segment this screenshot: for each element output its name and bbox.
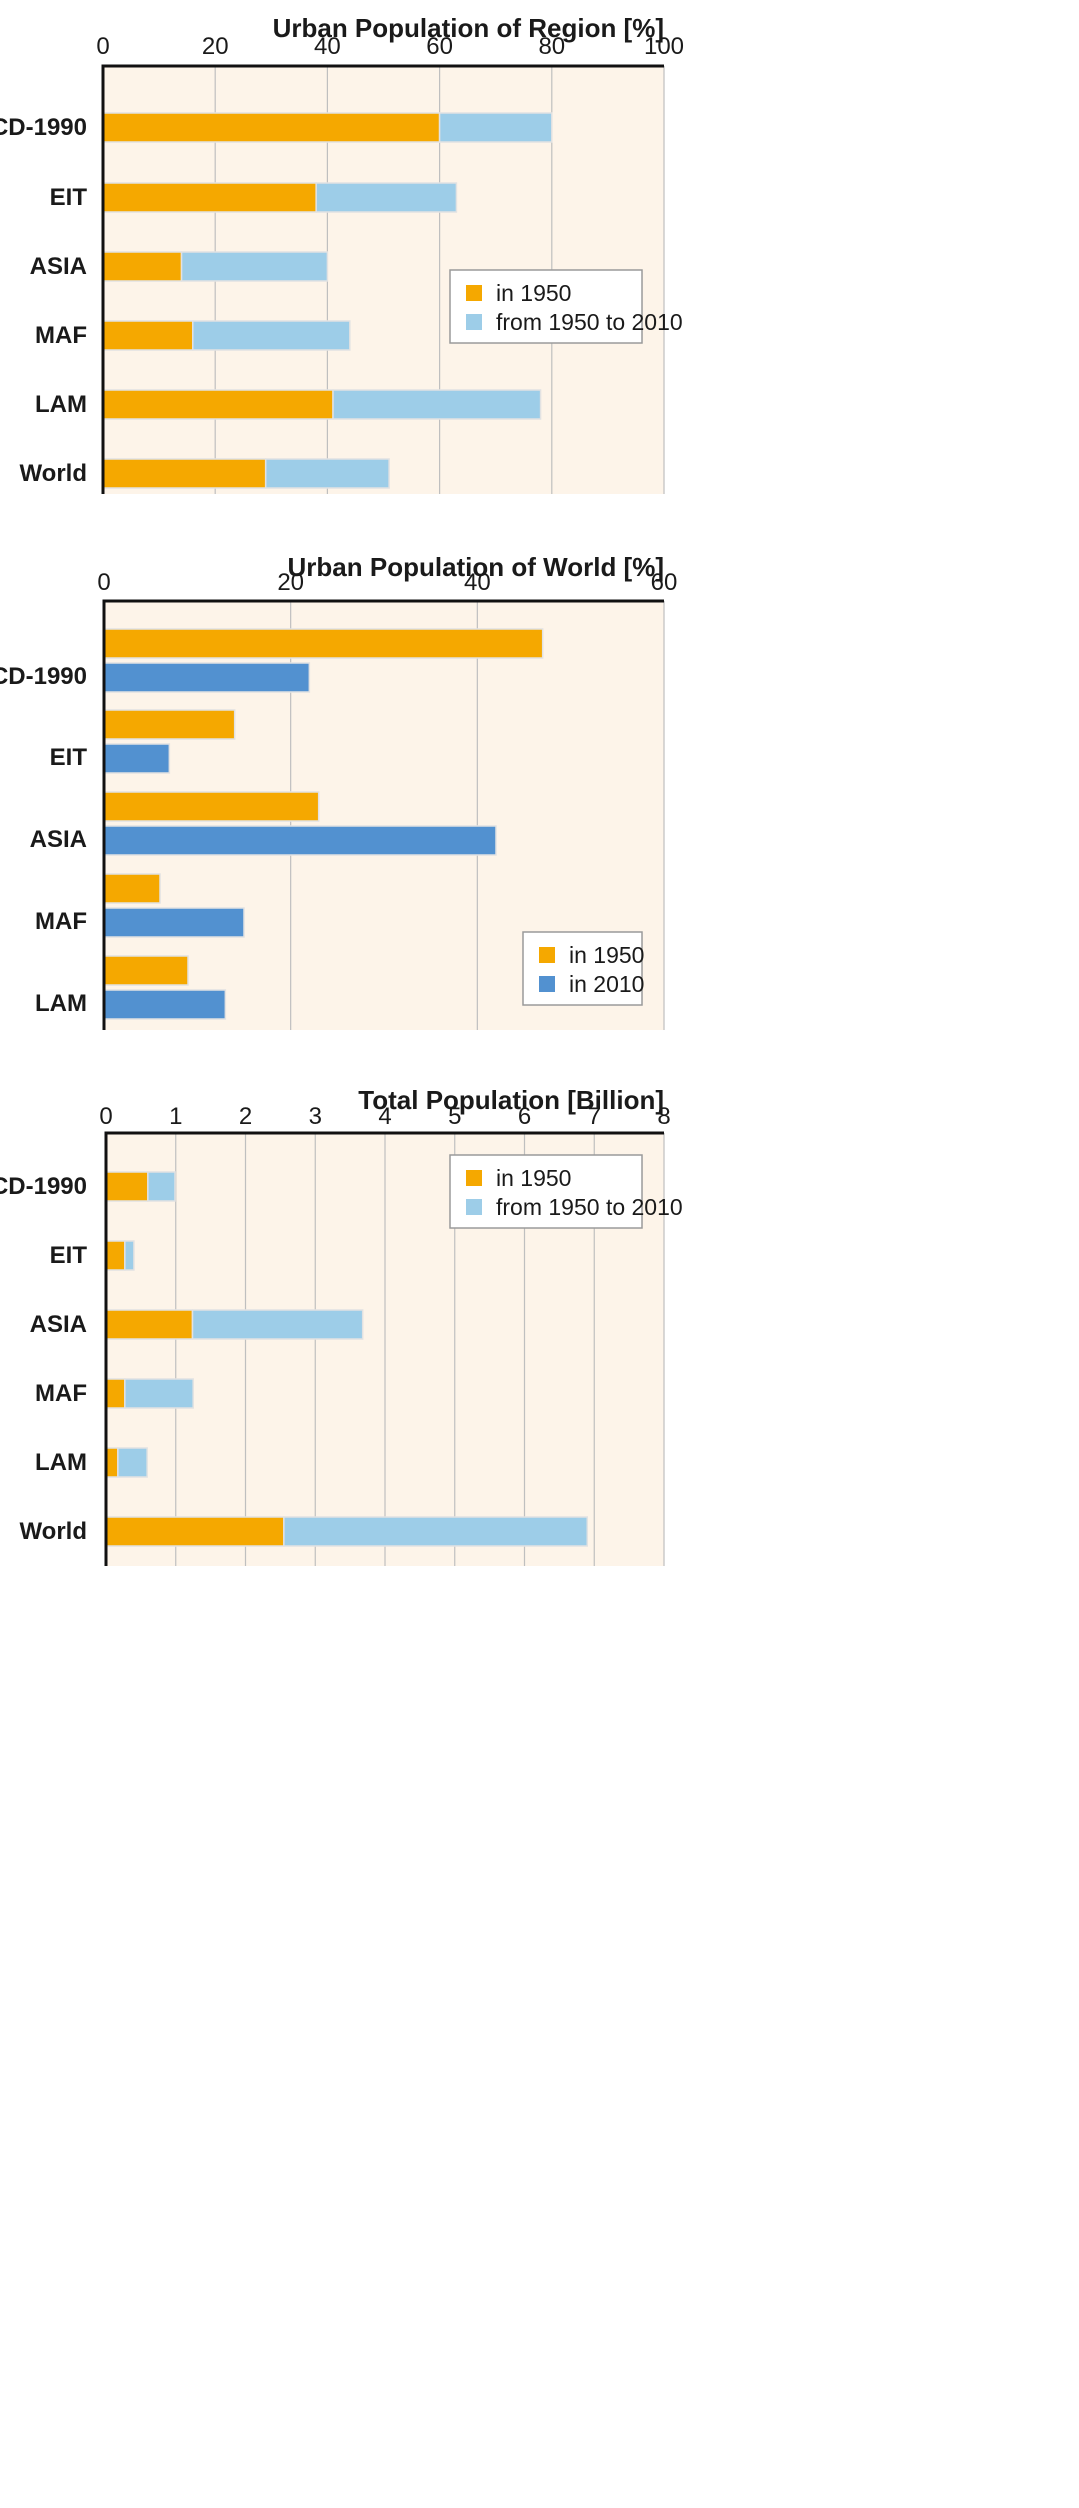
x-tick-label: 80 (538, 33, 565, 60)
x-tick-label: 20 (202, 33, 229, 60)
category-label: OECD-1990 (0, 663, 87, 690)
x-tick-label: 1 (169, 1103, 182, 1130)
legend: in 1950 from 1950 to 2010 (449, 269, 683, 344)
bar (124, 1240, 135, 1271)
category-label: LAM (35, 990, 87, 1017)
bar (192, 320, 351, 351)
legend-swatch (466, 1170, 482, 1186)
legend-box (449, 1154, 643, 1229)
legend-label: from 1950 to 2010 (496, 1194, 683, 1220)
bar (102, 320, 194, 351)
legend-swatch (539, 976, 555, 992)
x-tick-label: 0 (99, 1103, 112, 1130)
bar (102, 182, 317, 213)
bar (103, 791, 320, 822)
legend-box (449, 269, 643, 344)
bar (102, 389, 334, 420)
bar (105, 1240, 126, 1271)
category-label: EIT (50, 184, 88, 211)
chart-title: Total Population [Billion] (358, 1085, 664, 1115)
bar (124, 1378, 194, 1409)
x-tick-label: 5 (448, 1103, 461, 1130)
bar (191, 1309, 364, 1340)
category-label: EIT (50, 744, 88, 771)
x-tick-label: 40 (464, 569, 491, 596)
x-tick-label: 0 (97, 569, 110, 596)
bar (105, 1171, 149, 1202)
x-tick-label: 0 (96, 33, 109, 60)
bar (103, 662, 311, 693)
legend-swatch (539, 947, 555, 963)
bar (103, 955, 189, 986)
category-label: LAM (35, 1449, 87, 1476)
bar (315, 182, 458, 213)
category-label: OECD-1990 (0, 1173, 87, 1200)
legend-swatch (466, 314, 482, 330)
category-label: ASIA (30, 253, 87, 280)
chart-title: Urban Population of World [%] (288, 552, 664, 582)
category-label: ASIA (30, 826, 87, 853)
chart-1: Urban Population of Region [%] 0 20 40 60 80 1… (0, 13, 684, 494)
bar (103, 628, 544, 659)
bar (105, 1516, 285, 1547)
bar (180, 251, 329, 282)
bar (103, 743, 171, 774)
legend-swatch (466, 285, 482, 301)
bar (102, 251, 183, 282)
bar (105, 1378, 126, 1409)
category-label: ASIA (30, 1311, 87, 1338)
legend-label: from 1950 to 2010 (496, 309, 683, 335)
x-tick-label: 60 (426, 33, 453, 60)
category-label: World (19, 1518, 87, 1545)
x-tick-label: 6 (518, 1103, 531, 1130)
category-label: LAM (35, 391, 87, 418)
x-tick-label: 3 (309, 1103, 322, 1130)
bar (103, 709, 236, 740)
legend-label: in 1950 (496, 280, 571, 306)
chart-2: Urban Population of World [%] 0 20 40 60 OECD… (0, 552, 677, 1030)
x-tick-label: 100 (644, 33, 684, 60)
bar (102, 112, 441, 143)
bar (117, 1447, 148, 1478)
x-tick-label: 40 (314, 33, 341, 60)
bar (103, 873, 161, 904)
x-tick-label: 7 (588, 1103, 601, 1130)
x-tick-label: 2 (239, 1103, 252, 1130)
legend-label: in 1950 (496, 1165, 571, 1191)
bar (147, 1171, 176, 1202)
bar (102, 458, 267, 489)
bar (105, 1309, 194, 1340)
bar (103, 989, 227, 1020)
category-label: OECD-1990 (0, 114, 87, 141)
legend-box (522, 931, 643, 1006)
bar (103, 907, 245, 938)
bar (105, 1447, 119, 1478)
category-label: MAF (35, 322, 87, 349)
bar (332, 389, 542, 420)
chart-3: Total Population [Billion] 0 1 2 3 4 5 6 7 8 OECD-… (0, 1085, 683, 1566)
x-tick-label: 20 (277, 569, 304, 596)
bar (283, 1516, 589, 1547)
legend-label: in 1950 (569, 942, 644, 968)
category-label: MAF (35, 1380, 87, 1407)
x-tick-label: 8 (657, 1103, 670, 1130)
bar (103, 825, 497, 856)
legend: in 1950 from 1950 to 2010 (449, 1154, 683, 1229)
chart-title: Urban Population of Region [%] (273, 13, 664, 43)
legend-label: in 2010 (569, 971, 644, 997)
legend-swatch (466, 1199, 482, 1215)
bar (438, 112, 553, 143)
x-tick-label: 4 (378, 1103, 391, 1130)
category-label: World (19, 460, 87, 487)
category-label: MAF (35, 908, 87, 935)
legend: in 1950 in 2010 (522, 931, 644, 1006)
category-label: EIT (50, 1242, 88, 1269)
x-tick-label: 60 (651, 569, 678, 596)
bar (264, 458, 390, 489)
